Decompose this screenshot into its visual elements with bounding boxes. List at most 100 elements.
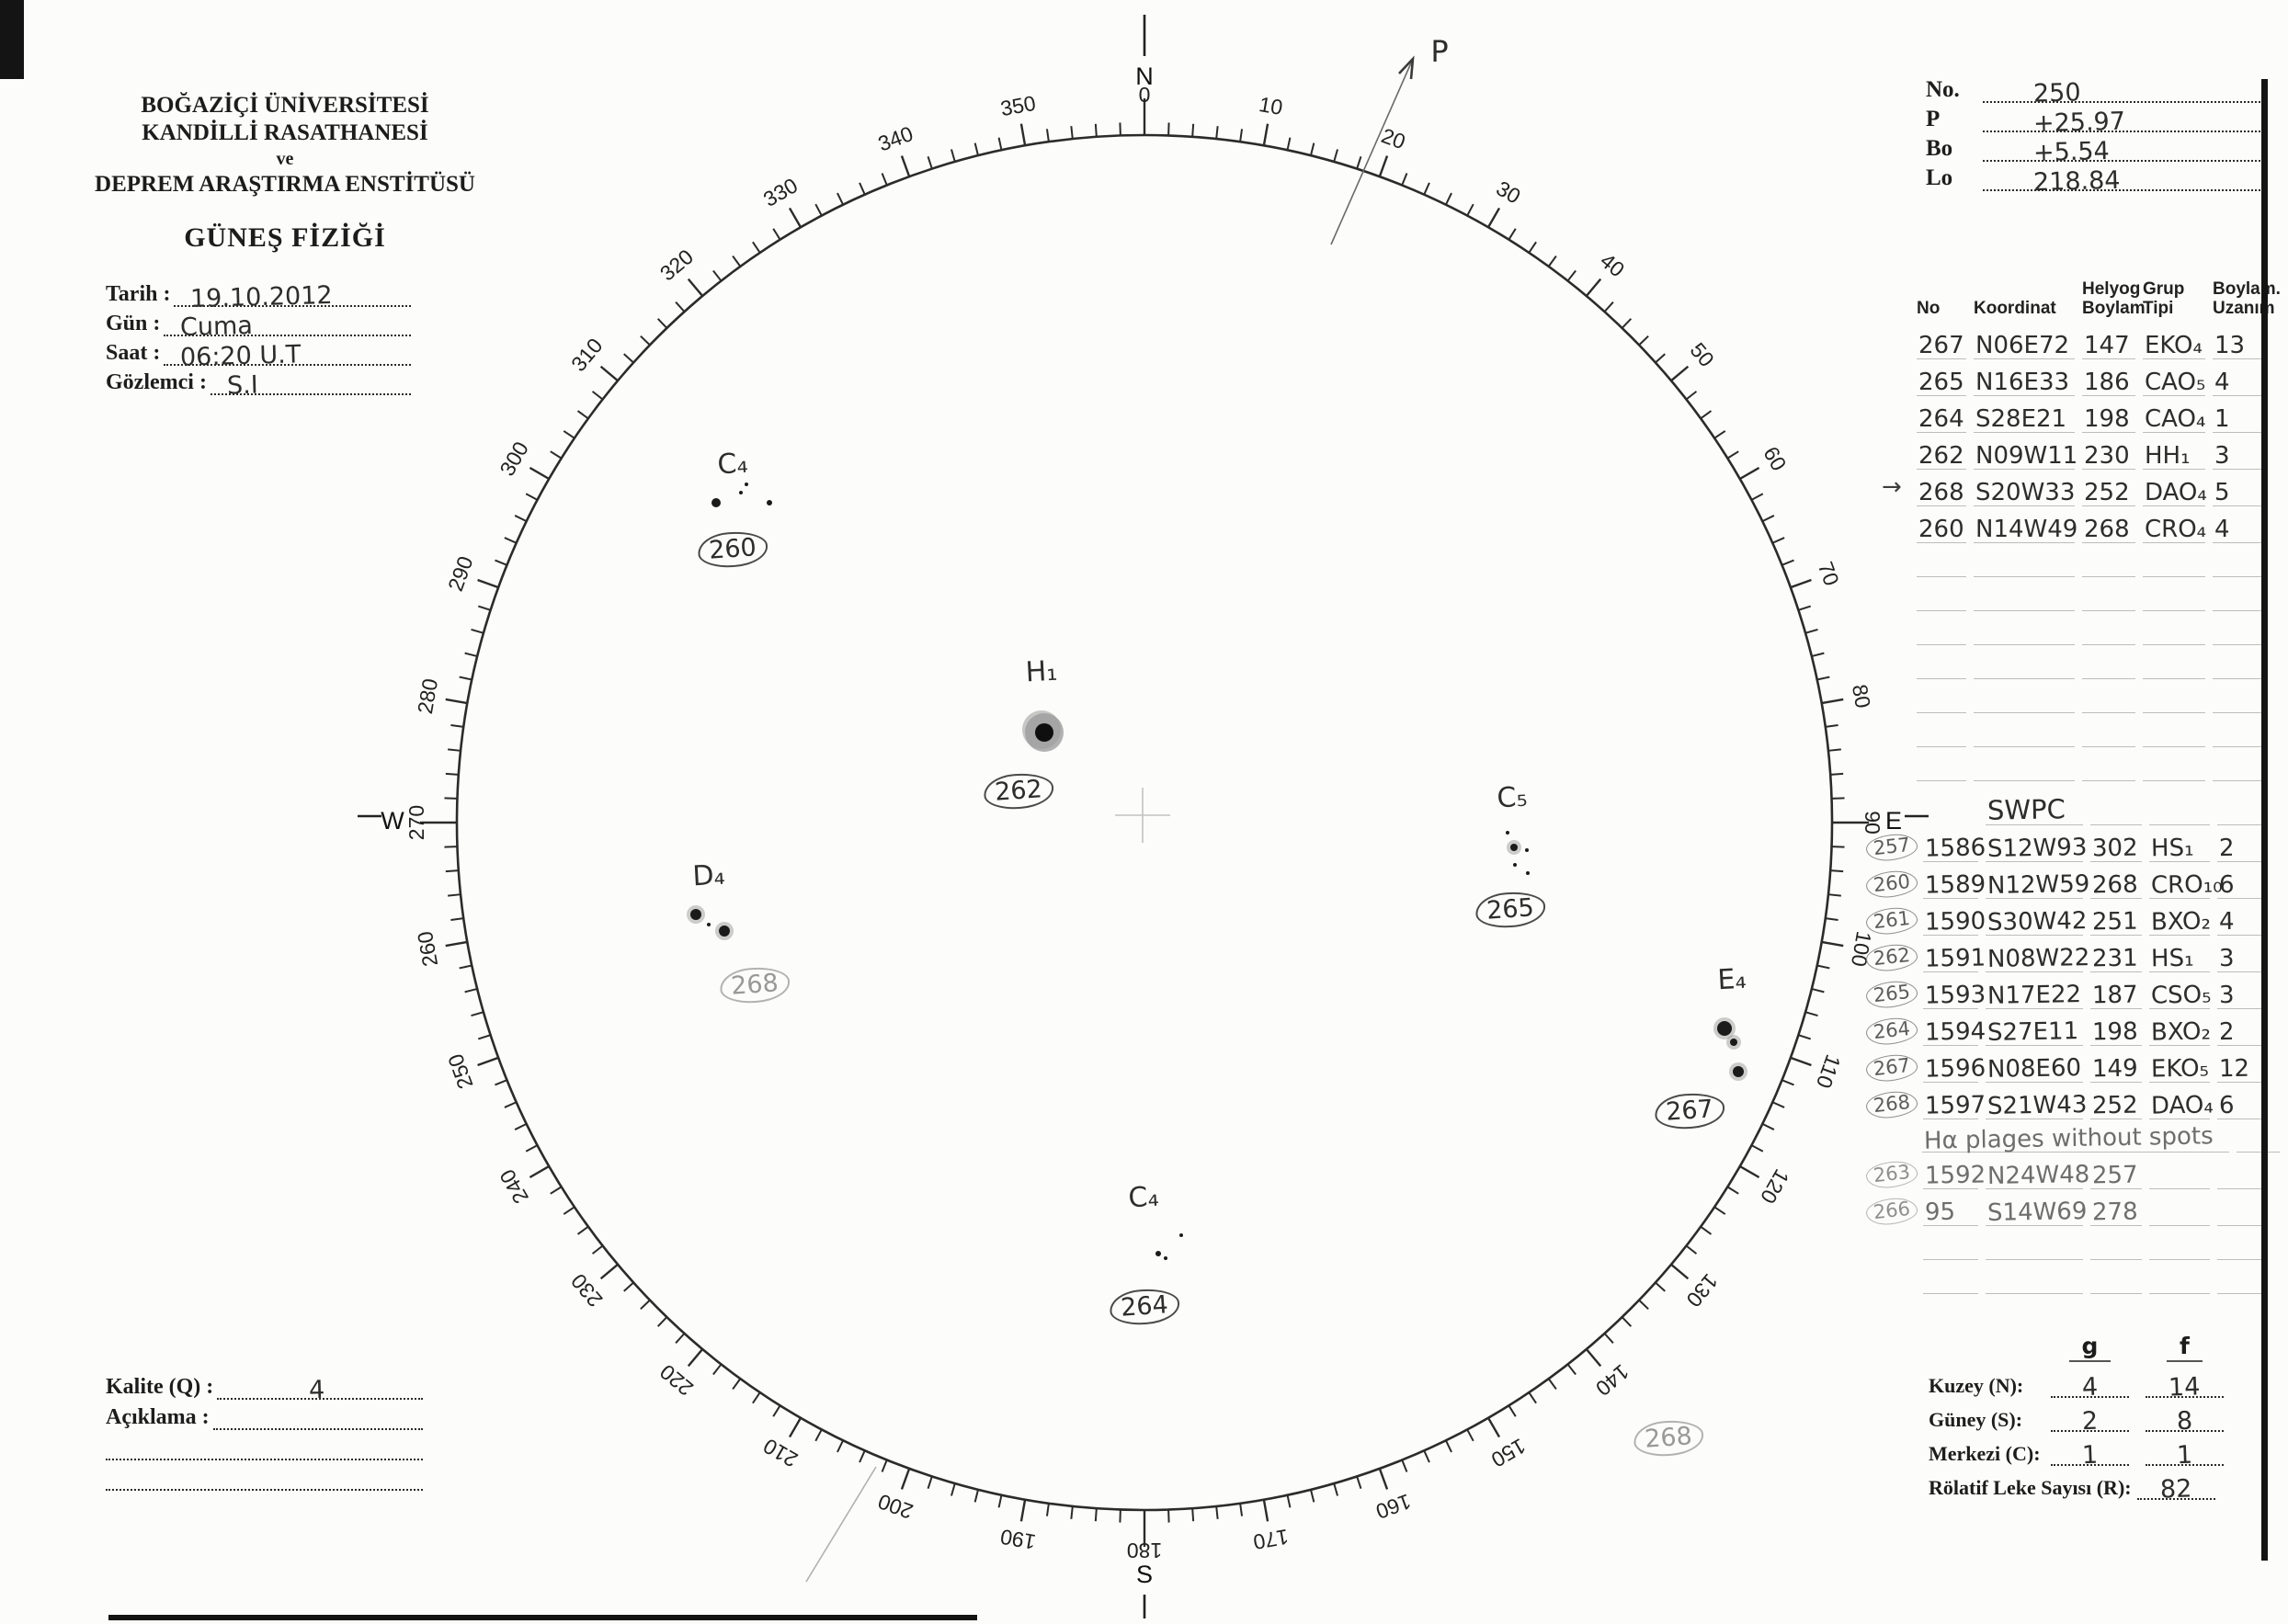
column-g-header: g xyxy=(2051,1333,2129,1362)
f-value-cell: 1 xyxy=(2146,1436,2224,1470)
degree-scale: 0 102030405060708090100110120130140150160… xyxy=(404,83,1884,1562)
table-cell: S27E11 xyxy=(1986,1009,2083,1047)
empty-rule-row xyxy=(1917,679,2284,713)
swpc-table-row: 257 1586 S12W93 302 HS₁ 2 xyxy=(1864,825,2287,863)
plage-note: Hα plages without spots xyxy=(1923,1122,2214,1155)
svg-text:240: 240 xyxy=(495,1165,533,1208)
svg-text:190: 190 xyxy=(998,1525,1037,1554)
f-value-cell: 14 xyxy=(2146,1368,2224,1403)
swpc-table-row: 261 1590 S30W42 251 BXO₂ 4 xyxy=(1864,899,2287,937)
swpc-table-row: 265 1593 N17E22 187 CSO₅ 3 xyxy=(1864,972,2287,1010)
field-value: S.I xyxy=(226,370,259,401)
col-header-tip: Grup Tipi xyxy=(2143,279,2185,319)
svg-text:260: 260 xyxy=(413,929,442,968)
table-cell: 268 xyxy=(1864,1083,1919,1120)
svg-text:40: 40 xyxy=(1596,248,1629,281)
table-cell: 268 xyxy=(2082,506,2135,543)
table-cell: HH₁ xyxy=(2143,433,2205,470)
table-cell xyxy=(1923,1260,1978,1294)
svg-text:160: 160 xyxy=(1372,1489,1414,1524)
sunspot-group-267 xyxy=(1713,1017,1747,1081)
table-cell: 231 xyxy=(2090,936,2142,972)
dotted-line: +25.97 xyxy=(1983,108,2268,138)
field-value: +25.97 xyxy=(2032,107,2126,139)
table-cell xyxy=(1986,1260,2083,1294)
table-cell: 198 xyxy=(2082,396,2135,433)
field-tarih: Tarih : 19.10.2012 xyxy=(106,278,411,313)
table-cell: N17E22 xyxy=(1986,972,2083,1010)
table-cell xyxy=(2090,792,2142,825)
table-cell: 267 xyxy=(1917,323,1966,359)
p-angle-arrow xyxy=(1330,55,1415,245)
kandilli-table-row: 267 N06E72 147 EKO₄ 13 xyxy=(1917,323,2284,359)
table-cell: 268 xyxy=(2090,862,2142,899)
table-cell: 1586 xyxy=(1923,825,1986,863)
table-cell xyxy=(1864,792,1916,825)
dotted-line: 06:20 U.T xyxy=(164,340,411,372)
table-cell xyxy=(2213,645,2262,679)
kandilli-table-row: 262 N09W11 230 HH₁ 3 xyxy=(1917,433,2284,470)
dotted-line: +5.54 xyxy=(1983,137,2268,167)
svg-text:280: 280 xyxy=(413,676,442,715)
g-value-cell: 1 xyxy=(2051,1436,2129,1470)
table-cell: 4 xyxy=(2213,506,2262,543)
table-cell: 230 xyxy=(2082,433,2135,470)
table-cell xyxy=(1974,713,2075,747)
circled-kandilli-number: 261 xyxy=(1864,905,1919,937)
field-p: P +25.97 xyxy=(1926,103,2268,138)
svg-text:W: W xyxy=(381,807,404,835)
table-cell: 198 xyxy=(2090,1009,2142,1046)
table-cell xyxy=(1917,611,1966,645)
table-cell: 1593 xyxy=(1923,972,1986,1010)
svg-text:150: 150 xyxy=(1487,1434,1530,1472)
disk-center-cross xyxy=(1115,788,1170,843)
sunspot-group-262 xyxy=(1022,710,1064,752)
field-value: Cuma xyxy=(179,311,254,343)
table-cell: N12W59 xyxy=(1986,862,2090,900)
field-label: Kalite (Q) : xyxy=(106,1375,214,1399)
table-cell xyxy=(2217,1153,2261,1189)
table-cell: Hα plages without spots xyxy=(1922,1119,2229,1155)
table-cell xyxy=(2149,1153,2210,1189)
field-kalite: Kalite (Q) : 4 xyxy=(106,1369,423,1404)
kandilli-table-row: 260 N14W49 268 CRO₄ 4 xyxy=(1917,506,2284,543)
field-value: 218.84 xyxy=(2032,165,2121,198)
table-cell xyxy=(2082,679,2135,713)
circled-kandilli-number: 263 xyxy=(1864,1159,1919,1190)
table-cell xyxy=(2213,611,2262,645)
table-cell xyxy=(2082,611,2135,645)
table-cell xyxy=(1923,1226,1978,1260)
f-value-cell: 8 xyxy=(2146,1402,2224,1436)
table-cell xyxy=(2143,611,2205,645)
table-cell: 1594 xyxy=(1923,1009,1986,1047)
dotted-line: S.I xyxy=(210,371,411,400)
spot-count-summary: g f Kuzey (N): 4 14 Güney (S): 2 8 Merke… xyxy=(1929,1331,2278,1505)
table-cell xyxy=(2213,577,2262,611)
svg-text:60: 60 xyxy=(1759,442,1791,474)
table-cell: 278 xyxy=(2090,1189,2142,1226)
table-cell: 13 xyxy=(2213,323,2262,359)
circled-kandilli-number: 260 xyxy=(1864,869,1919,900)
table-cell: 252 xyxy=(2090,1083,2142,1119)
field-bo: Bo +5.54 xyxy=(1926,132,2268,167)
institution-line-1: BOĞAZİÇİ ÜNİVERSİTESİ xyxy=(141,93,429,118)
field-label: Gün : xyxy=(106,312,161,335)
swpc-table-row: 267 1596 N08E60 149 EKO₅ 12 xyxy=(1864,1046,2287,1084)
table-cell: HS₁ xyxy=(2149,825,2210,862)
circled-kandilli-number: 268 xyxy=(1864,1089,1919,1120)
g-value-cell: 2 xyxy=(2051,1402,2129,1436)
svg-text:230: 230 xyxy=(566,1269,608,1312)
cardinal-markers: N S W E xyxy=(358,15,1929,1618)
svg-text:S: S xyxy=(1136,1561,1153,1588)
relative-value-cell: 82 xyxy=(2136,1470,2215,1505)
table-cell xyxy=(1986,1226,2083,1260)
table-cell xyxy=(2143,713,2205,747)
summary-row-south: Güney (S): 2 8 xyxy=(1929,1398,2278,1436)
table-cell: 265 xyxy=(1917,359,1966,396)
svg-text:120: 120 xyxy=(1756,1165,1794,1208)
table-cell: DAO₄ xyxy=(2149,1083,2214,1120)
table-cell: 252 xyxy=(2082,470,2135,506)
field-no: No. 250 xyxy=(1926,74,2268,108)
summary-label: Güney (S): xyxy=(1929,1408,2023,1431)
